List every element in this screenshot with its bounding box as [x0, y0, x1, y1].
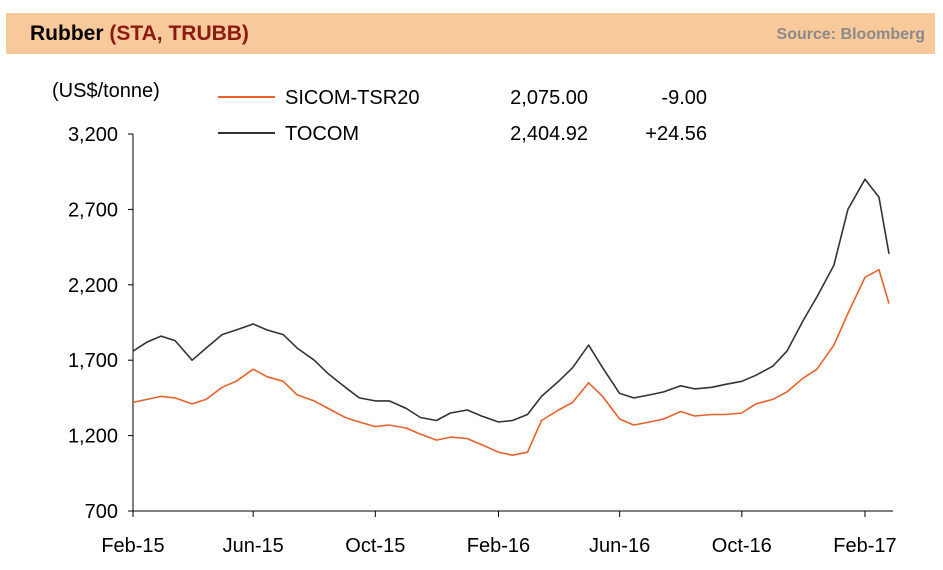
source-note: Source: Bloomberg — [776, 26, 925, 43]
legend-change-sicom: -9.00 — [661, 87, 707, 109]
x-axis-ticks: Feb-15 Jun-15 Oct-15 Feb-16 Jun-16 Oct-16 Feb-… — [101, 511, 897, 557]
y-tick-label: 1,700 — [68, 350, 118, 372]
title-tickers: (STA, TRUBB) — [109, 22, 249, 45]
y-tick-label: 1,200 — [68, 426, 118, 448]
chart-header: Rubber (STA, TRUBB) Source: Bloomberg — [6, 13, 935, 54]
x-tick-label: Oct-15 — [345, 535, 405, 557]
x-tick-label: Feb-17 — [833, 535, 896, 557]
y-tick-label: 2,700 — [68, 199, 118, 221]
legend: SICOM-TSR20 2,075.00 -9.00 TOCOM 2,404.9… — [218, 87, 707, 145]
y-axis-ticks: 3,200 2,700 2,200 1,700 1,200 700 — [68, 124, 133, 523]
x-tick-label: Jun-15 — [223, 535, 284, 557]
legend-last-sicom: 2,075.00 — [510, 87, 588, 109]
x-tick-label: Jun-16 — [589, 535, 650, 557]
series-lines — [132, 178, 890, 457]
x-tick-label: Oct-16 — [712, 535, 772, 557]
chart-title: Rubber (STA, TRUBB) — [30, 22, 249, 46]
legend-label-tocom: TOCOM — [285, 123, 359, 145]
y-axis-unit-label: (US$/tonne) — [52, 80, 160, 102]
y-tick-label: 2,200 — [68, 275, 118, 297]
x-tick-label: Feb-16 — [467, 535, 530, 557]
title-commodity: Rubber — [30, 22, 104, 45]
legend-label-sicom: SICOM-TSR20 — [285, 87, 419, 109]
series-line-sicom-tsr20 — [132, 268, 890, 457]
x-tick-label: Feb-15 — [101, 535, 164, 557]
y-tick-label: 700 — [85, 501, 118, 523]
series-line-tocom — [132, 178, 890, 423]
legend-last-tocom: 2,404.92 — [510, 123, 588, 145]
y-tick-label: 3,200 — [68, 124, 118, 146]
legend-change-tocom: +24.56 — [645, 123, 707, 145]
